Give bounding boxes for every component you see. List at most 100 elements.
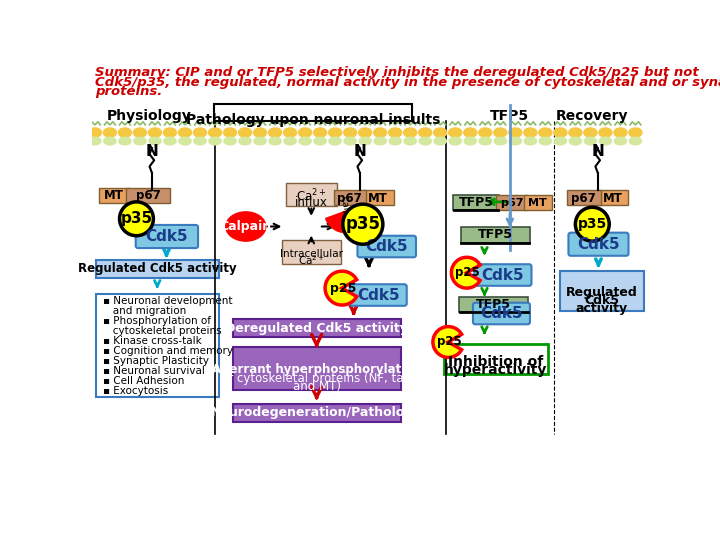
- Text: Cdk5: Cdk5: [577, 237, 620, 252]
- Ellipse shape: [226, 212, 266, 241]
- FancyBboxPatch shape: [233, 347, 401, 390]
- Text: Calpain: Calpain: [220, 220, 272, 233]
- Text: TFP5: TFP5: [459, 196, 493, 209]
- Text: hyperactivity: hyperactivity: [444, 363, 548, 377]
- Text: p35: p35: [120, 211, 153, 226]
- FancyBboxPatch shape: [474, 264, 531, 286]
- Ellipse shape: [284, 137, 296, 145]
- Ellipse shape: [163, 128, 176, 137]
- Ellipse shape: [389, 137, 401, 145]
- FancyBboxPatch shape: [496, 195, 527, 211]
- Ellipse shape: [343, 128, 356, 137]
- Ellipse shape: [89, 137, 101, 145]
- Text: TFP5: TFP5: [478, 228, 513, 241]
- Ellipse shape: [614, 137, 626, 145]
- Text: N: N: [145, 144, 158, 159]
- Ellipse shape: [509, 137, 521, 145]
- Ellipse shape: [299, 137, 311, 145]
- Ellipse shape: [209, 137, 221, 145]
- Text: Summary: CIP and or TFP5 selectively inhibits the deregulated Cdk5/p25 but not: Summary: CIP and or TFP5 selectively inh…: [95, 66, 698, 79]
- Ellipse shape: [314, 137, 326, 145]
- FancyBboxPatch shape: [473, 303, 530, 325]
- Text: TFP5: TFP5: [490, 110, 529, 124]
- Ellipse shape: [629, 128, 642, 137]
- Ellipse shape: [629, 137, 642, 145]
- Text: p35: p35: [346, 215, 380, 233]
- Text: MT: MT: [603, 192, 623, 205]
- Ellipse shape: [119, 137, 131, 145]
- Text: Neurodegeneration/Pathology: Neurodegeneration/Pathology: [211, 406, 422, 420]
- Text: MT: MT: [104, 189, 124, 202]
- FancyBboxPatch shape: [459, 296, 528, 312]
- Ellipse shape: [194, 128, 207, 137]
- Ellipse shape: [269, 128, 282, 137]
- Text: p67: p67: [500, 198, 523, 207]
- FancyBboxPatch shape: [286, 183, 338, 206]
- FancyBboxPatch shape: [282, 240, 341, 264]
- Text: ▪ Cell Adhesion: ▪ Cell Adhesion: [104, 376, 185, 386]
- Ellipse shape: [494, 137, 506, 145]
- Ellipse shape: [433, 128, 447, 137]
- Text: Cdk5: Cdk5: [480, 306, 523, 321]
- Text: Aberrant hyperphosphorylation: Aberrant hyperphosphorylation: [212, 363, 421, 376]
- FancyBboxPatch shape: [135, 225, 198, 248]
- Ellipse shape: [239, 137, 251, 145]
- Text: Cdk5: Cdk5: [145, 229, 188, 244]
- Circle shape: [343, 204, 383, 244]
- FancyBboxPatch shape: [453, 195, 499, 211]
- Text: Pathology upon neuronal insults: Pathology upon neuronal insults: [186, 112, 441, 126]
- Ellipse shape: [299, 128, 312, 137]
- Ellipse shape: [464, 128, 477, 137]
- Ellipse shape: [134, 137, 146, 145]
- Wedge shape: [325, 271, 356, 305]
- Text: p35: p35: [577, 217, 607, 231]
- FancyBboxPatch shape: [127, 188, 171, 202]
- Circle shape: [575, 207, 609, 241]
- Ellipse shape: [163, 137, 176, 145]
- Ellipse shape: [344, 137, 356, 145]
- Ellipse shape: [449, 137, 462, 145]
- Ellipse shape: [404, 137, 416, 145]
- Text: Cdk5/p35, the regulated, normal activity in the presence of cytoskeletal and or : Cdk5/p35, the regulated, normal activity…: [95, 76, 720, 89]
- Text: Cdk5: Cdk5: [584, 294, 619, 307]
- Ellipse shape: [179, 128, 192, 137]
- Ellipse shape: [89, 128, 102, 137]
- Ellipse shape: [313, 128, 327, 137]
- Text: p25: p25: [330, 281, 357, 295]
- Ellipse shape: [284, 128, 297, 137]
- Circle shape: [120, 202, 153, 236]
- Ellipse shape: [254, 137, 266, 145]
- Text: ▪ Cognition and memory: ▪ Cognition and memory: [104, 346, 233, 356]
- Ellipse shape: [329, 137, 341, 145]
- Text: Recovery: Recovery: [556, 110, 629, 124]
- Text: ▪ Neuronal development: ▪ Neuronal development: [104, 296, 233, 306]
- Text: MT: MT: [528, 198, 547, 207]
- Ellipse shape: [223, 128, 237, 137]
- Ellipse shape: [404, 128, 417, 137]
- Ellipse shape: [539, 128, 552, 137]
- Ellipse shape: [479, 137, 492, 145]
- Ellipse shape: [569, 128, 582, 137]
- Ellipse shape: [148, 128, 161, 137]
- Wedge shape: [433, 327, 462, 357]
- Ellipse shape: [599, 128, 612, 137]
- Text: p67: p67: [135, 189, 161, 202]
- Text: Cdk5: Cdk5: [365, 239, 408, 254]
- Ellipse shape: [614, 128, 627, 137]
- Ellipse shape: [464, 137, 477, 145]
- FancyBboxPatch shape: [233, 319, 401, 338]
- FancyBboxPatch shape: [461, 227, 530, 242]
- Text: Regulated Cdk5 activity: Regulated Cdk5 activity: [78, 262, 237, 275]
- FancyBboxPatch shape: [560, 271, 644, 311]
- Text: Deregulated Cdk5 activity: Deregulated Cdk5 activity: [225, 322, 408, 335]
- Text: N: N: [591, 144, 604, 159]
- FancyBboxPatch shape: [233, 403, 401, 422]
- Ellipse shape: [374, 137, 387, 145]
- Text: influx: influx: [294, 196, 328, 209]
- Text: proteins.: proteins.: [95, 85, 162, 98]
- Text: p25: p25: [455, 266, 480, 279]
- FancyBboxPatch shape: [444, 345, 548, 374]
- Text: N: N: [354, 144, 366, 159]
- Ellipse shape: [524, 137, 536, 145]
- Ellipse shape: [269, 137, 282, 145]
